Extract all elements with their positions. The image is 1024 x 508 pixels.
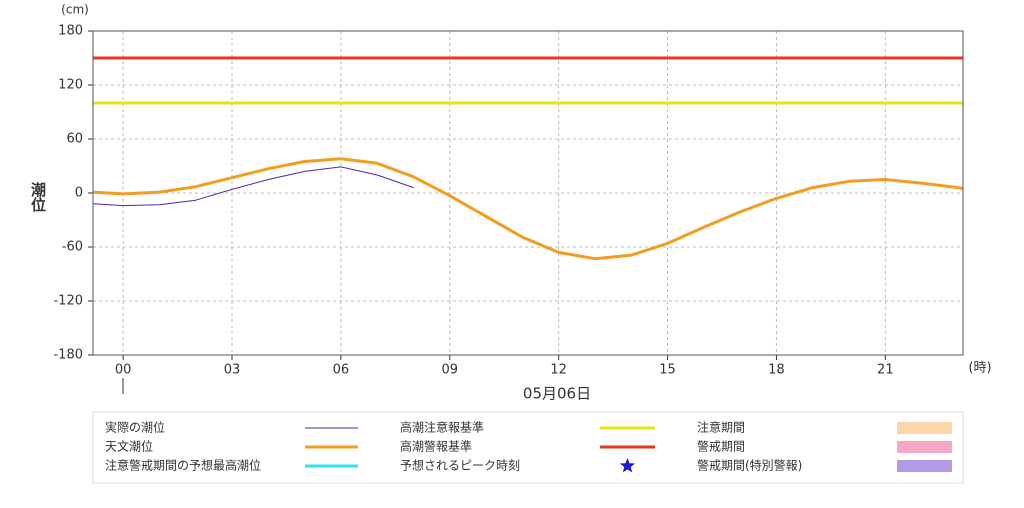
legend-label: 高潮注意報基準 — [400, 420, 484, 435]
legend-swatch — [619, 458, 636, 473]
legend-label: 警戒期間(特別警報) — [697, 458, 802, 473]
legend-label: 予想されるピーク時刻 — [400, 458, 520, 473]
legend-box — [92, 411, 964, 484]
x-tick-label: 21 — [877, 363, 894, 378]
series-line — [93, 166, 414, 207]
x-tick-label: 09 — [442, 363, 459, 378]
y-tick-label: -180 — [53, 348, 83, 363]
x-tick-label: 12 — [550, 363, 567, 378]
legend-swatch — [897, 422, 952, 434]
legend-label: 高潮警報基準 — [400, 439, 472, 454]
legend-label: 注意期間 — [697, 420, 745, 435]
legend-label: 注意警戒期間の予想最高潮位 — [105, 458, 261, 473]
x-tick-label: 03 — [224, 363, 241, 378]
x-tick-label: 15 — [659, 363, 676, 378]
x-tick-label: 06 — [333, 363, 350, 378]
plot-frame — [92, 30, 964, 356]
date-label: 05月06日 — [523, 385, 591, 403]
x-tick-label: 18 — [768, 363, 785, 378]
legend-swatch — [897, 441, 952, 453]
y-tick-label: -120 — [53, 294, 83, 309]
y-tick-label: 120 — [58, 78, 83, 93]
y-axis-title: 潮位 — [29, 181, 47, 212]
plot — [93, 56, 963, 261]
x-tick-label: 00 — [115, 363, 132, 378]
y-tick-label: 60 — [66, 132, 83, 147]
y-tick-label: 180 — [58, 24, 83, 39]
legend-swatch — [897, 460, 952, 472]
x-unit: (時) — [968, 361, 991, 376]
legend-label: 警戒期間 — [697, 439, 745, 454]
y-tick-label: -60 — [62, 240, 83, 255]
y-tick-label: 0 — [75, 186, 83, 201]
legend-label: 天文潮位 — [105, 439, 153, 454]
series-line — [93, 157, 963, 261]
legend-label: 実際の潮位 — [105, 420, 165, 435]
y-unit: (cm) — [61, 3, 89, 17]
